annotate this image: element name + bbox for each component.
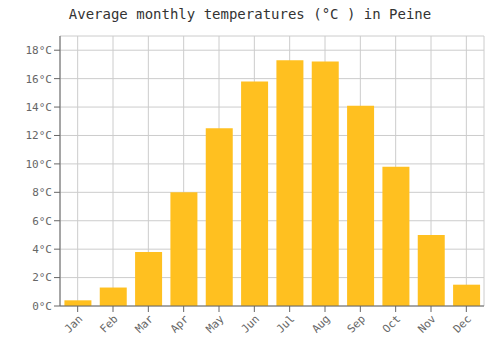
svg-text:2°C: 2°C bbox=[32, 271, 52, 284]
svg-text:Aug: Aug bbox=[309, 312, 332, 335]
svg-text:0°C: 0°C bbox=[32, 300, 52, 313]
svg-text:Jun: Jun bbox=[239, 312, 262, 335]
svg-text:May: May bbox=[203, 312, 227, 336]
svg-text:4°C: 4°C bbox=[32, 243, 52, 256]
svg-text:Nov: Nov bbox=[415, 312, 439, 336]
svg-text:Feb: Feb bbox=[97, 312, 120, 335]
svg-text:Oct: Oct bbox=[380, 312, 403, 335]
svg-text:Jan: Jan bbox=[62, 312, 85, 335]
svg-text:18°C: 18°C bbox=[26, 44, 53, 57]
svg-text:8°C: 8°C bbox=[32, 186, 52, 199]
svg-text:12°C: 12°C bbox=[26, 129, 53, 142]
svg-text:Apr: Apr bbox=[168, 312, 192, 336]
svg-text:Dec: Dec bbox=[451, 312, 474, 335]
svg-text:Jul: Jul bbox=[274, 312, 297, 335]
svg-text:14°C: 14°C bbox=[26, 101, 53, 114]
svg-text:6°C: 6°C bbox=[32, 215, 52, 228]
svg-text:16°C: 16°C bbox=[26, 73, 53, 86]
svg-text:Mar: Mar bbox=[133, 312, 157, 336]
svg-text:10°C: 10°C bbox=[26, 158, 53, 171]
html-text:Average monthly temperatures (: Average monthly temperatures (°C ) in Pe… bbox=[68, 6, 432, 22]
svg-text:Sep: Sep bbox=[345, 312, 368, 335]
